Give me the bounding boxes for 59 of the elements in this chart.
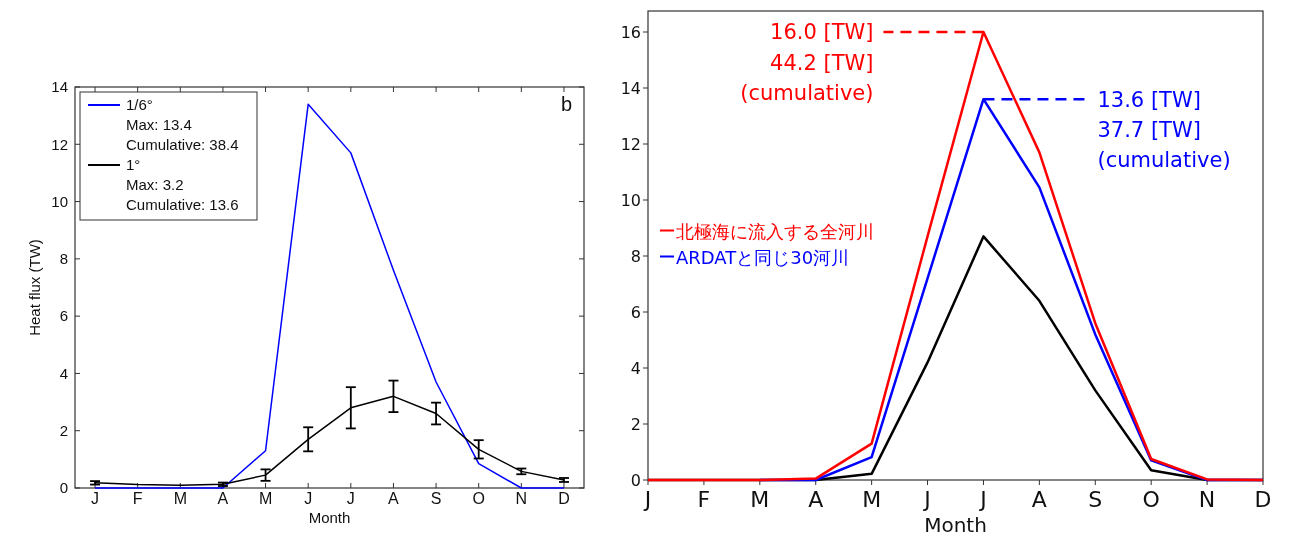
x-tick-label: M xyxy=(173,490,187,507)
x-tick-label: N xyxy=(515,490,528,507)
x-tick-label: A xyxy=(1031,487,1047,512)
y-tick-label: 6 xyxy=(630,302,641,322)
x-axis-title: Month xyxy=(924,513,987,537)
y-tick-label: 4 xyxy=(630,358,641,378)
y-tick-label: 10 xyxy=(620,190,641,210)
y-tick-label: 0 xyxy=(59,479,68,497)
legend-label: 北極海に流入する全河川 xyxy=(676,220,874,242)
x-axis-title: Month xyxy=(308,509,351,526)
x-tick-label: J xyxy=(304,490,313,507)
legend-label: ARDATと同じ30河川 xyxy=(676,246,850,268)
y-tick-label: 10 xyxy=(51,192,68,210)
legend-label: 1° xyxy=(126,156,141,173)
y-axis-title: Heat flux (TW) xyxy=(26,239,43,336)
x-tick-label: S xyxy=(430,490,442,507)
annotation: Cumulative: 13.6 xyxy=(126,196,239,213)
y-tick-label: 2 xyxy=(59,421,68,439)
annotation: Max: 13.4 xyxy=(126,116,192,133)
x-tick-label: F xyxy=(697,487,711,512)
x-tick-label: J xyxy=(642,487,652,512)
annotation: 16.0 [TW] xyxy=(770,20,874,45)
annotation: 44.2 [TW] xyxy=(770,50,874,75)
annotation: (cumulative) xyxy=(1097,148,1231,173)
x-tick-label: A xyxy=(808,487,824,512)
x-tick-label: O xyxy=(472,490,485,507)
y-tick-label: 12 xyxy=(620,134,641,154)
x-tick-label: O xyxy=(1142,487,1160,512)
annotation: Max: 3.2 xyxy=(126,176,184,193)
annotation: (cumulative) xyxy=(740,81,874,106)
y-tick-label: 6 xyxy=(59,307,68,325)
y-tick-label: 8 xyxy=(630,246,641,266)
y-tick-label: 8 xyxy=(59,250,68,268)
y-tick-label: 14 xyxy=(51,78,68,96)
x-tick-label: S xyxy=(1088,487,1103,512)
x-tick-label: A xyxy=(388,490,400,507)
y-tick-label: 12 xyxy=(51,135,68,153)
x-tick-label: J xyxy=(978,487,987,512)
annotation: Cumulative: 38.4 xyxy=(126,136,239,153)
y-tick-label: 14 xyxy=(620,78,641,98)
x-tick-label: J xyxy=(922,487,931,512)
y-tick-label: 2 xyxy=(630,414,641,434)
annotation: b xyxy=(560,93,572,115)
x-tick-label: A xyxy=(217,490,229,507)
x-tick-label: D xyxy=(1254,487,1272,512)
y-tick-label: 0 xyxy=(630,470,641,490)
y-tick-label: 4 xyxy=(59,364,68,382)
x-tick-label: M xyxy=(750,487,770,512)
x-tick-label: F xyxy=(132,490,143,507)
x-tick-label: N xyxy=(1198,487,1216,512)
x-tick-label: J xyxy=(346,490,355,507)
x-tick-label: M xyxy=(862,487,882,512)
y-tick-label: 16 xyxy=(620,22,641,42)
legend-label: 1/6° xyxy=(126,96,153,113)
x-tick-label: M xyxy=(258,490,273,507)
x-tick-label: J xyxy=(91,490,100,507)
x-tick-label: D xyxy=(558,490,570,507)
annotation: 37.7 [TW] xyxy=(1097,118,1201,142)
annotation: 13.6 [TW] xyxy=(1097,87,1201,112)
